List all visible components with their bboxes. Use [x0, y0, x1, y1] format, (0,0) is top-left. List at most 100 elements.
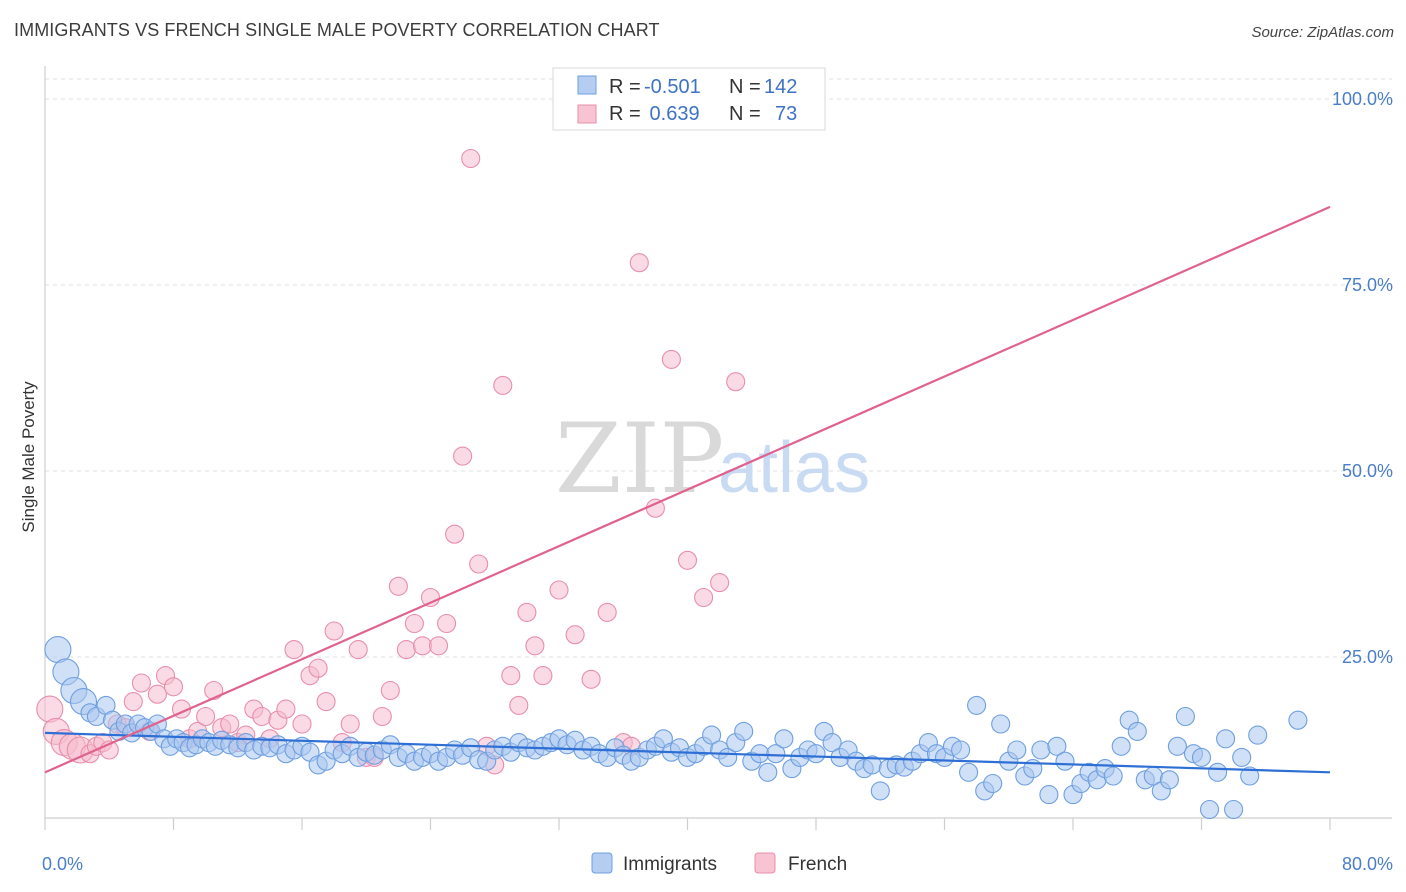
x-tick-label: 80.0%	[1342, 854, 1393, 874]
french-point	[597, 602, 617, 622]
french-point	[509, 695, 529, 715]
bottom-legend-swatch-french	[754, 852, 776, 874]
immigrants-point	[1224, 799, 1244, 820]
french-point	[629, 253, 649, 273]
french-point	[533, 666, 553, 686]
immigrants-point	[983, 773, 1003, 794]
immigrants-point	[959, 762, 979, 782]
y-tick-label: 75.0%	[1342, 275, 1393, 295]
immigrants-point	[702, 725, 722, 745]
immigrants-point	[1199, 799, 1220, 820]
immigrants-point	[1248, 725, 1268, 745]
french-point	[661, 349, 681, 369]
legend-swatch-french	[577, 104, 597, 124]
legend-r-value-0: -0.501	[644, 76, 701, 98]
french-trend-line	[44, 205, 1331, 774]
y-tick-label: 100.0%	[1332, 89, 1393, 109]
top-legend[interactable]: R = -0.501 N = 142 R = 0.639 N = 73	[552, 67, 826, 131]
french-point	[453, 446, 473, 466]
chart-source: Source: ZipAtlas.com	[1251, 24, 1394, 41]
immigrants-point	[1159, 770, 1179, 790]
french-point	[380, 680, 400, 701]
legend-swatch-immigrants	[577, 75, 597, 95]
immigrants-point	[1127, 721, 1147, 741]
french-point	[517, 602, 537, 622]
french-point	[549, 580, 569, 600]
legend-r-label-1: R =	[609, 103, 641, 125]
bottom-legend-french[interactable]: French	[788, 854, 847, 875]
french-point	[220, 714, 240, 734]
x-tick-label: 0.0%	[42, 854, 83, 874]
immigrants-point	[1167, 736, 1187, 756]
french-point	[316, 692, 336, 712]
french-point	[292, 714, 312, 734]
legend-n-value-0: 142	[764, 76, 797, 98]
french-point	[284, 640, 304, 660]
french-point	[324, 621, 344, 641]
french-point	[404, 613, 424, 634]
immigrants-point	[1191, 747, 1212, 767]
french-point	[396, 640, 416, 660]
immigrants-point	[766, 744, 786, 764]
immigrants-point	[822, 733, 842, 753]
immigrants-point	[774, 729, 794, 749]
watermark-zip: ZIP	[555, 403, 724, 515]
french-point	[581, 669, 601, 689]
bottom-legend-immigrants[interactable]: Immigrants	[623, 854, 717, 875]
french-point	[469, 554, 489, 574]
french-point	[252, 706, 272, 727]
immigrants-trend-line	[44, 731, 1331, 774]
immigrants-point	[1240, 766, 1260, 786]
axes	[44, 66, 1392, 830]
french-point	[493, 375, 513, 395]
grid-lines	[45, 78, 1392, 658]
legend-r-label-0: R =	[609, 76, 641, 98]
french-points	[36, 89, 762, 775]
french-point	[694, 587, 714, 608]
french-point	[388, 576, 408, 596]
y-axis-label: Single Male Poverty	[19, 381, 38, 533]
french-point	[420, 587, 441, 608]
immigrants-point	[1216, 729, 1236, 749]
legend-n-label-0: N =	[729, 76, 761, 98]
immigrants-point	[870, 781, 890, 801]
y-tick-label: 25.0%	[1342, 647, 1393, 667]
french-point	[428, 636, 449, 656]
immigrants-point	[1055, 751, 1075, 771]
french-point	[204, 680, 224, 701]
french-point	[163, 677, 184, 697]
immigrants-point	[1031, 740, 1051, 760]
french-point	[565, 625, 585, 645]
immigrants-point	[1047, 736, 1067, 756]
legend-n-value-1: 73	[775, 103, 797, 125]
legend-n-label-1: N =	[729, 103, 761, 125]
immigrants-point	[734, 721, 754, 741]
bottom-legend-swatch-immigrants	[591, 852, 613, 874]
french-point	[677, 550, 698, 570]
trend-lines	[44, 205, 1331, 774]
immigrants-point	[1039, 785, 1059, 805]
french-point	[131, 673, 151, 693]
french-point	[147, 684, 167, 704]
french-point	[445, 524, 465, 544]
immigrants-point	[951, 740, 971, 760]
french-point	[726, 372, 746, 392]
french-point	[276, 699, 296, 719]
french-point	[412, 636, 433, 656]
immigrants-point	[758, 762, 778, 782]
french-point	[308, 658, 328, 678]
immigrants-point	[1007, 740, 1027, 760]
immigrants-point	[1232, 747, 1252, 767]
immigrants-point	[991, 714, 1011, 734]
french-point	[461, 148, 481, 169]
watermark-atlas: atlas	[718, 428, 870, 508]
french-point	[437, 613, 457, 634]
legend-r-value-1: 0.639	[644, 103, 700, 125]
bottom-legend[interactable]: Immigrants French	[591, 852, 847, 875]
french-point	[348, 640, 368, 660]
french-point	[340, 714, 360, 734]
x-tick-labels: 0.0% 80.0%	[42, 854, 1393, 874]
immigrants-point	[1111, 736, 1131, 756]
french-point	[525, 636, 545, 656]
